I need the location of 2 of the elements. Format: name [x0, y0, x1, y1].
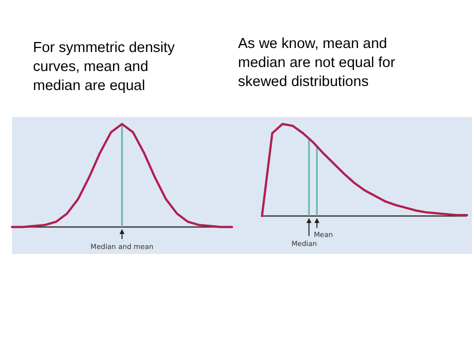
chart-title: As we know, mean and median are not equal for skewed distributions [238, 36, 396, 90]
chart-title: For symmetric density curves, mean and median are equal [33, 40, 176, 94]
